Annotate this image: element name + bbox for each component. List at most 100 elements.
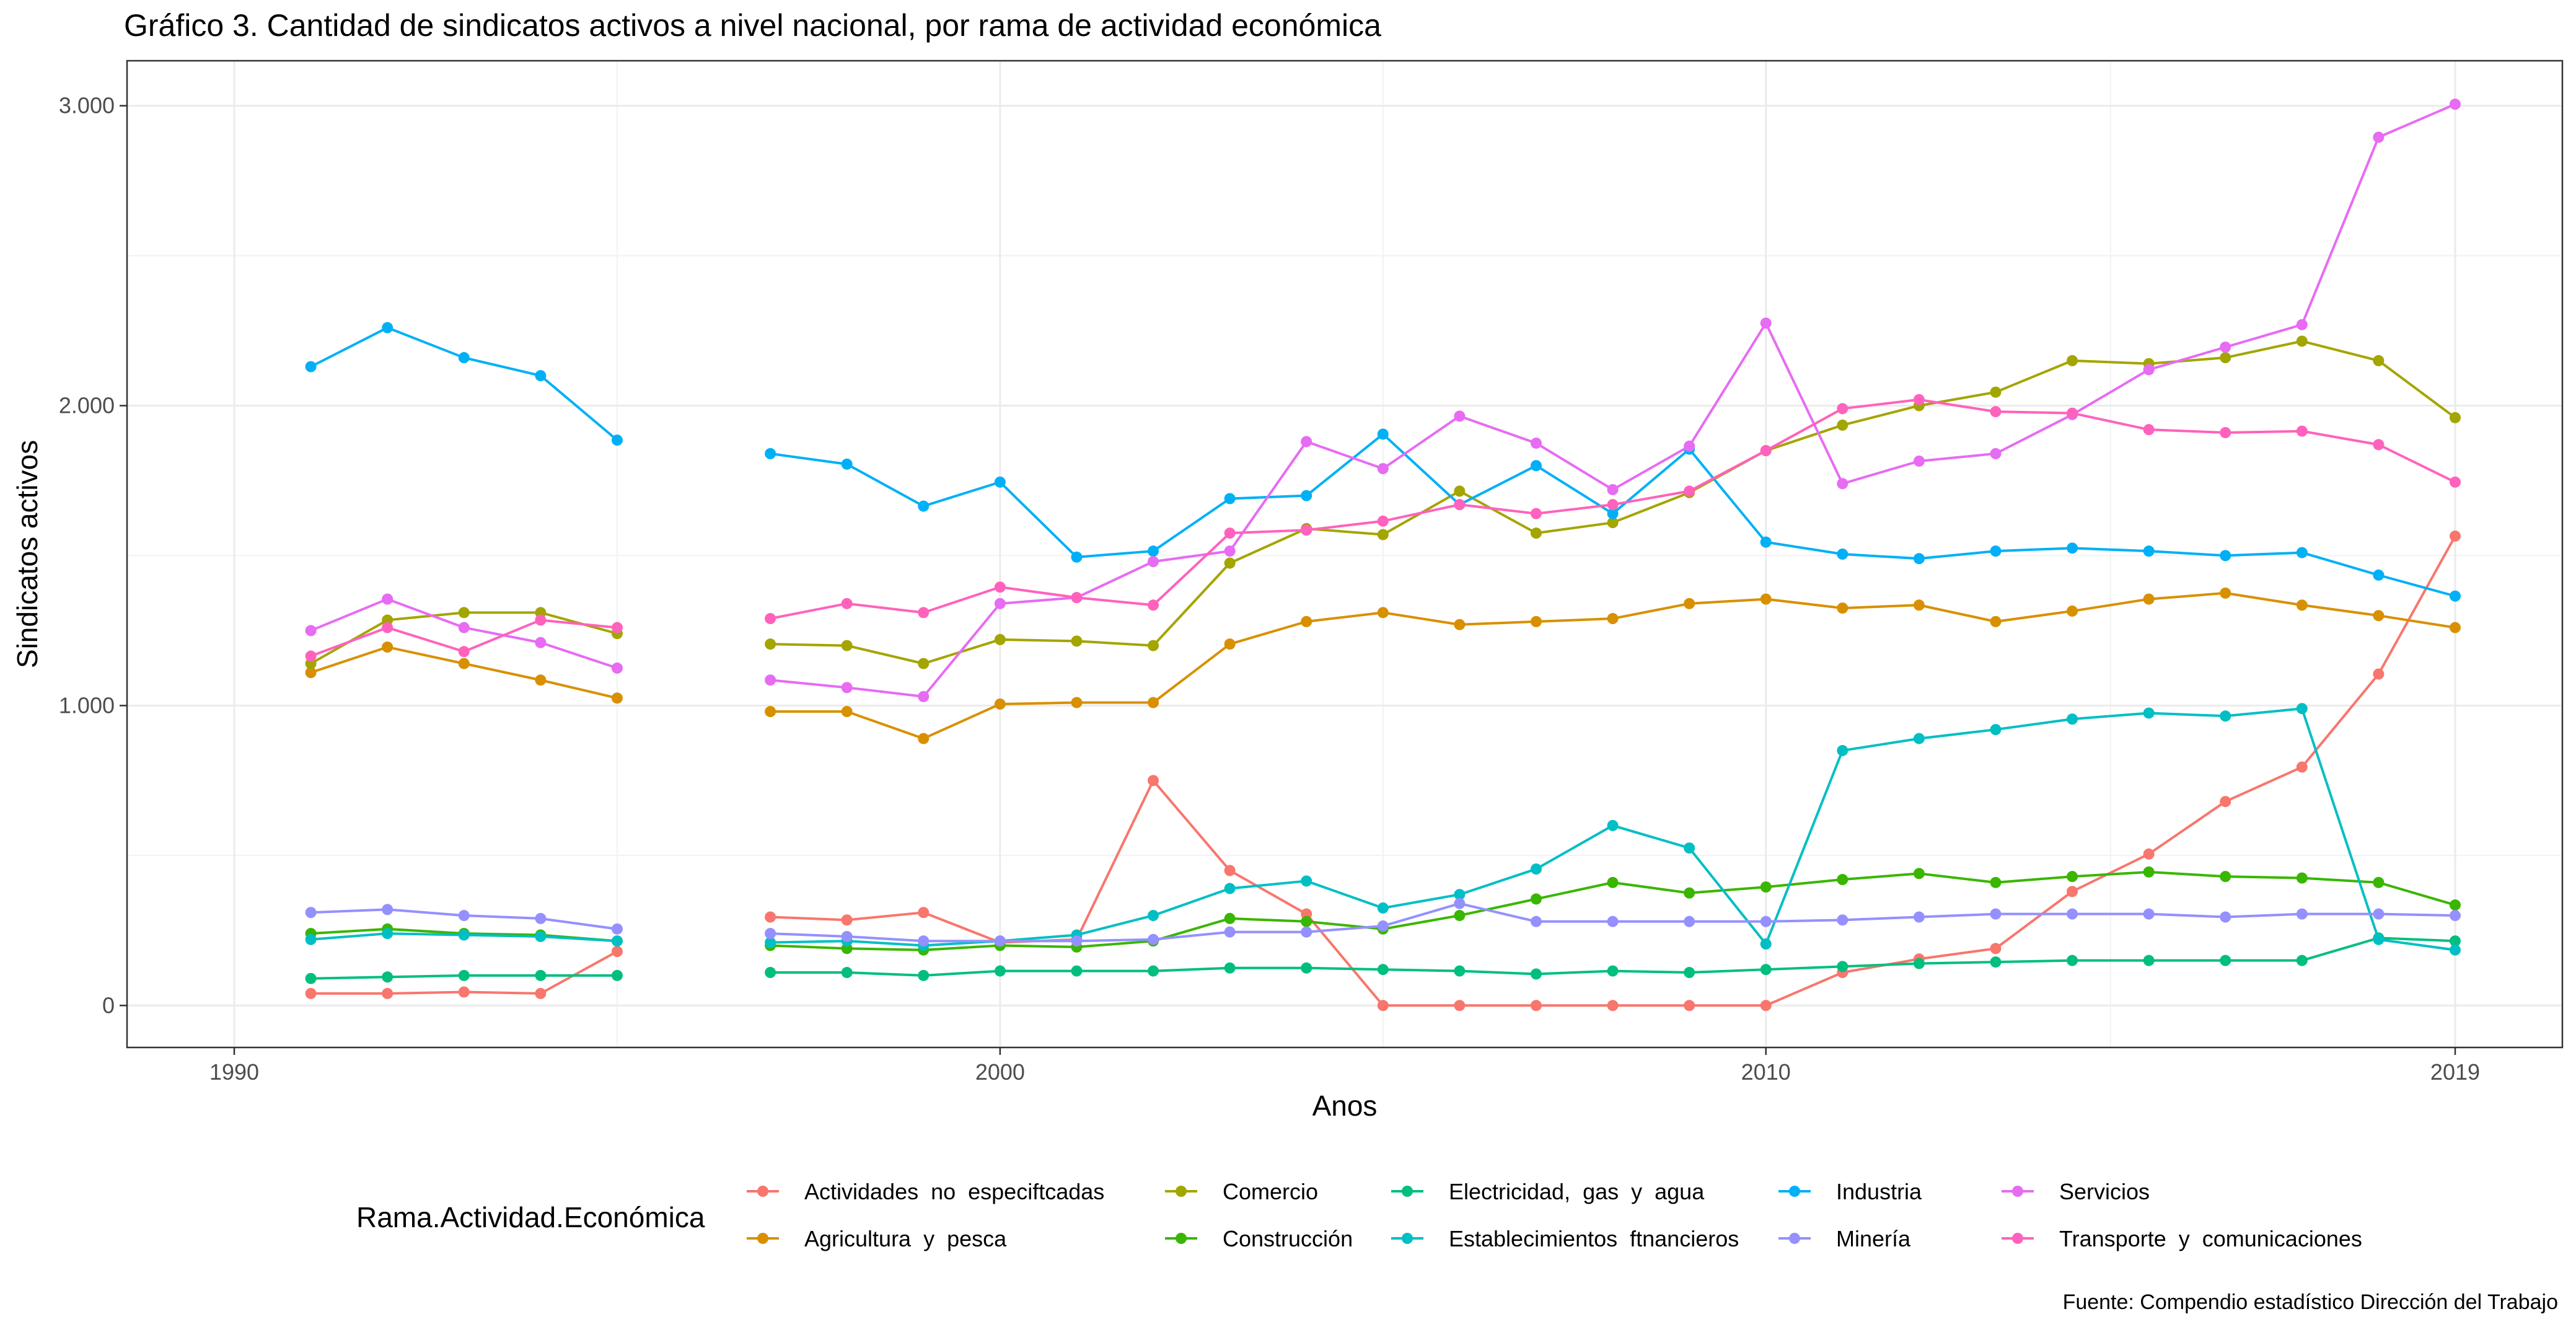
legend-label: Establecimientos ftnancieros	[1449, 1226, 1739, 1251]
data-point	[2296, 335, 2308, 347]
data-point	[458, 910, 470, 922]
data-point	[382, 593, 393, 605]
data-point	[1607, 517, 1619, 529]
data-point	[2373, 569, 2385, 581]
data-point	[1148, 545, 1159, 557]
data-point	[1071, 551, 1083, 563]
data-point	[841, 706, 853, 718]
data-point	[1990, 876, 2002, 888]
data-point	[1684, 1000, 1695, 1012]
data-point	[2143, 707, 2155, 719]
data-point	[458, 658, 470, 669]
legend-label: Industria	[1836, 1179, 1922, 1204]
data-point	[2449, 944, 2461, 956]
legend-label: Servicios	[2059, 1179, 2150, 1204]
data-point	[1760, 881, 1772, 893]
data-point	[2296, 954, 2308, 966]
data-point	[2373, 933, 2385, 945]
data-point	[382, 987, 393, 999]
data-point	[918, 500, 930, 512]
legend-item: Electricidad, gas y agua	[1391, 1179, 1705, 1204]
data-point	[2373, 439, 2385, 451]
data-point	[1377, 515, 1389, 527]
legend-key-point	[1402, 1186, 1413, 1197]
chart-title: Gráfico 3. Cantidad de sindicatos activo…	[124, 8, 1381, 43]
data-point	[1684, 842, 1695, 854]
legend-label: Transporte y comunicaciones	[2059, 1226, 2362, 1251]
data-point	[918, 907, 930, 919]
data-point	[2220, 352, 2231, 364]
source-caption: Fuente: Compendio estadístico Dirección …	[2063, 1290, 2558, 1314]
data-point	[382, 322, 393, 333]
data-point	[1607, 483, 1619, 495]
series-lines	[305, 99, 2461, 1012]
data-point	[2220, 587, 2231, 599]
data-point	[1224, 638, 1236, 650]
data-point	[611, 946, 623, 958]
axis-ticks: 0 1.000 2.000 3.000 1990 2000 2010 2019	[59, 93, 2480, 1085]
data-point	[2373, 355, 2385, 366]
data-point	[1607, 499, 1619, 511]
data-point	[2220, 550, 2231, 562]
data-point	[1224, 557, 1236, 569]
data-point	[611, 622, 623, 633]
data-point	[1607, 915, 1619, 927]
series-7	[305, 322, 2461, 602]
data-point	[1377, 902, 1389, 914]
data-point	[1071, 592, 1083, 604]
data-point	[1148, 775, 1159, 787]
data-point	[1377, 920, 1389, 932]
legend-key-point	[2012, 1186, 2023, 1197]
y-tick-label: 1.000	[59, 692, 115, 718]
data-point	[1760, 445, 1772, 457]
legend-key-point	[1176, 1233, 1187, 1244]
data-point	[2296, 547, 2308, 558]
data-point	[1454, 410, 1466, 422]
data-point	[994, 965, 1006, 977]
data-point	[1530, 527, 1542, 539]
data-point	[2449, 590, 2461, 602]
data-point	[1224, 883, 1236, 894]
data-point	[1837, 961, 1848, 972]
data-point	[841, 682, 853, 694]
data-point	[765, 937, 776, 948]
data-point	[1990, 447, 2002, 459]
data-point	[1301, 915, 1312, 927]
data-point	[1990, 943, 2002, 954]
data-point	[1148, 965, 1159, 977]
data-point	[2449, 910, 2461, 922]
data-point	[2373, 876, 2385, 888]
data-point	[458, 622, 470, 633]
data-point	[2143, 424, 2155, 436]
data-point	[1837, 478, 1848, 490]
data-point	[1990, 545, 2002, 557]
data-point	[305, 667, 317, 679]
data-point	[2296, 908, 2308, 920]
data-point	[994, 633, 1006, 645]
legend-key-point	[757, 1233, 768, 1244]
data-point	[1837, 549, 1848, 560]
data-point	[1301, 875, 1312, 887]
data-point	[1684, 485, 1695, 497]
data-point	[765, 613, 776, 625]
legend-key-point	[757, 1186, 768, 1197]
data-point	[1837, 914, 1848, 926]
data-point	[841, 597, 853, 609]
data-point	[2449, 412, 2461, 423]
data-point	[1760, 915, 1772, 927]
data-point	[918, 733, 930, 744]
data-point	[1760, 317, 1772, 329]
data-point	[918, 658, 930, 669]
data-point	[918, 690, 930, 702]
data-point	[1224, 493, 1236, 505]
data-point	[535, 969, 547, 981]
legend-item: Establecimientos ftnancieros	[1391, 1226, 1739, 1251]
legend-label: Comercio	[1223, 1179, 1318, 1204]
y-tick-label: 2.000	[59, 392, 115, 418]
data-point	[1454, 965, 1466, 977]
data-point	[1607, 508, 1619, 519]
data-point	[994, 476, 1006, 488]
data-point	[1530, 968, 1542, 980]
data-point	[1301, 524, 1312, 536]
data-point	[1913, 733, 1925, 744]
